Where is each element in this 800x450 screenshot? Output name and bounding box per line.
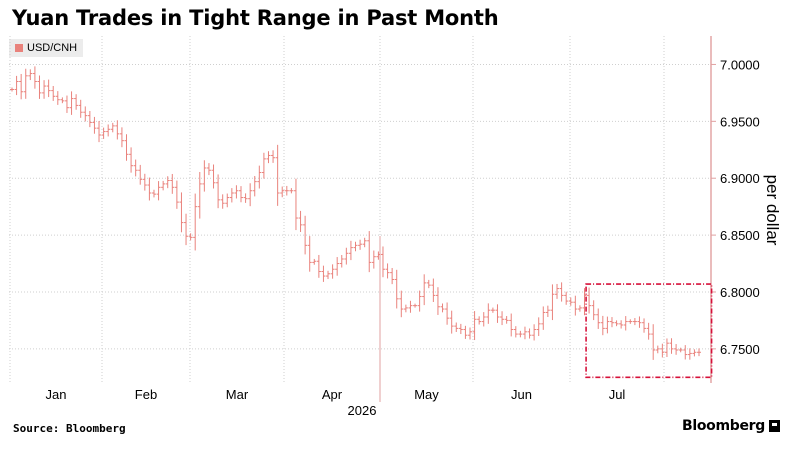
legend-label: USD/CNH [27,42,78,54]
x-tick-label-month: Mar [226,387,249,402]
x-tick-label-month: Jul [609,387,626,402]
x-tick-label-month: Jun [511,387,532,402]
y-tick-label: 6.7500 [720,342,760,357]
brand-name: Bloomberg [681,418,765,434]
x-tick-label-month: May [414,387,439,402]
y-tick-label: 6.8000 [720,285,760,300]
y-tick-label: 6.9500 [720,114,760,129]
brand-logo: Bloomberg [682,418,780,434]
y-tick-label: 6.8500 [720,228,760,243]
x-tick-label-year: 2026 [348,403,377,418]
legend-swatch [15,44,23,52]
legend: USD/CNH [9,39,84,57]
highlight-box [585,283,713,379]
y-axis-label: per dollar [763,175,782,246]
x-tick-label-month: Apr [322,387,343,402]
y-tick-label: 7.0000 [720,57,760,72]
source-note: Source: Bloomberg [13,422,126,435]
y-tick-label: 6.9000 [720,171,760,186]
x-tick-label-month: Feb [135,387,157,402]
chart-title: Yuan Trades in Tight Range in Past Month [12,6,499,30]
bloomberg-terminal-icon [769,420,780,432]
x-tick-label-month: Jan [46,387,67,402]
